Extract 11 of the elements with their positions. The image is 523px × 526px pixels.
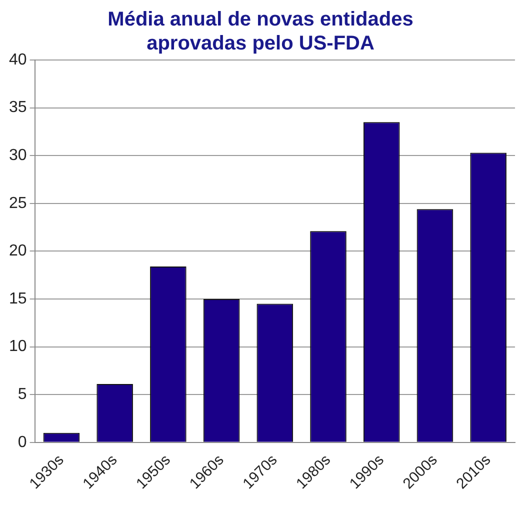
text: aprovadas pelo US-FDA xyxy=(146,32,374,55)
y-tick-label: 25 xyxy=(9,194,27,212)
y-tick-label: 40 xyxy=(9,51,27,68)
y-tick-label: 15 xyxy=(9,290,27,308)
y-tick-label: 35 xyxy=(9,99,27,116)
y-tick-label: 30 xyxy=(9,147,27,164)
text: Média anual de novas entidades xyxy=(108,8,414,31)
y-tick-label: 10 xyxy=(9,338,27,356)
y-tick-label: 20 xyxy=(9,242,27,260)
y-tick-label: 0 xyxy=(18,434,27,451)
y-tick-label: 5 xyxy=(18,386,27,403)
